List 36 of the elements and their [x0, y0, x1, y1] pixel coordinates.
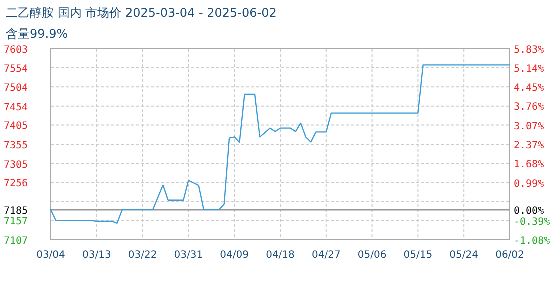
x-tick-label: 03/22 — [128, 250, 158, 261]
x-tick-label: 04/18 — [266, 250, 295, 261]
x-tick-label: 04/27 — [312, 250, 341, 261]
x-tick-label: 06/02 — [496, 250, 524, 261]
y2-tick-label: 0.00% — [514, 206, 544, 218]
y-tick-label: 7185 — [4, 206, 28, 217]
y-tick-label: 7305 — [4, 160, 28, 171]
y-tick-label: 7355 — [4, 140, 28, 152]
y-tick-label: 7107 — [4, 236, 28, 247]
x-tick-label: 05/06 — [358, 250, 387, 261]
y-tick-label: 7504 — [4, 83, 28, 94]
x-tick-label: 05/24 — [450, 250, 479, 261]
x-tick-label: 03/04 — [36, 250, 66, 261]
x-tick-label: 03/13 — [82, 250, 112, 261]
line-series — [50, 64, 511, 224]
x-tick-label: 04/09 — [220, 250, 250, 261]
y2-tick-label: 5.83% — [514, 45, 544, 56]
y2-tick-label: 5.14% — [514, 64, 544, 76]
y-tick-label: 7256 — [4, 178, 28, 190]
y-tick-label: 7603 — [4, 45, 28, 56]
x-tick-label: 05/15 — [404, 250, 433, 261]
chart-subtitle: 含量99.9% — [6, 27, 68, 41]
chart-title: 二乙醇胺 国内 市场价 2025-03-04 - 2025-06-02 — [6, 6, 277, 20]
y2-tick-label: 3.76% — [514, 102, 544, 114]
y2-tick-label: 3.07% — [514, 121, 544, 132]
y2-tick-label: 2.37% — [514, 140, 544, 152]
y2-tick-label: -0.39% — [514, 216, 550, 228]
y2-tick-label: 0.99% — [514, 178, 544, 190]
y-tick-label: 7554 — [4, 64, 28, 75]
y2-tick-label: 4.45% — [514, 83, 544, 94]
y-tick-label: 7405 — [4, 121, 28, 132]
y2-tick-label: 1.68% — [514, 160, 544, 171]
y-tick-label: 7454 — [4, 102, 28, 114]
x-tick-label: 03/31 — [174, 250, 204, 261]
y-tick-label: 7157 — [4, 216, 28, 228]
y2-tick-label: -1.08% — [514, 236, 550, 247]
